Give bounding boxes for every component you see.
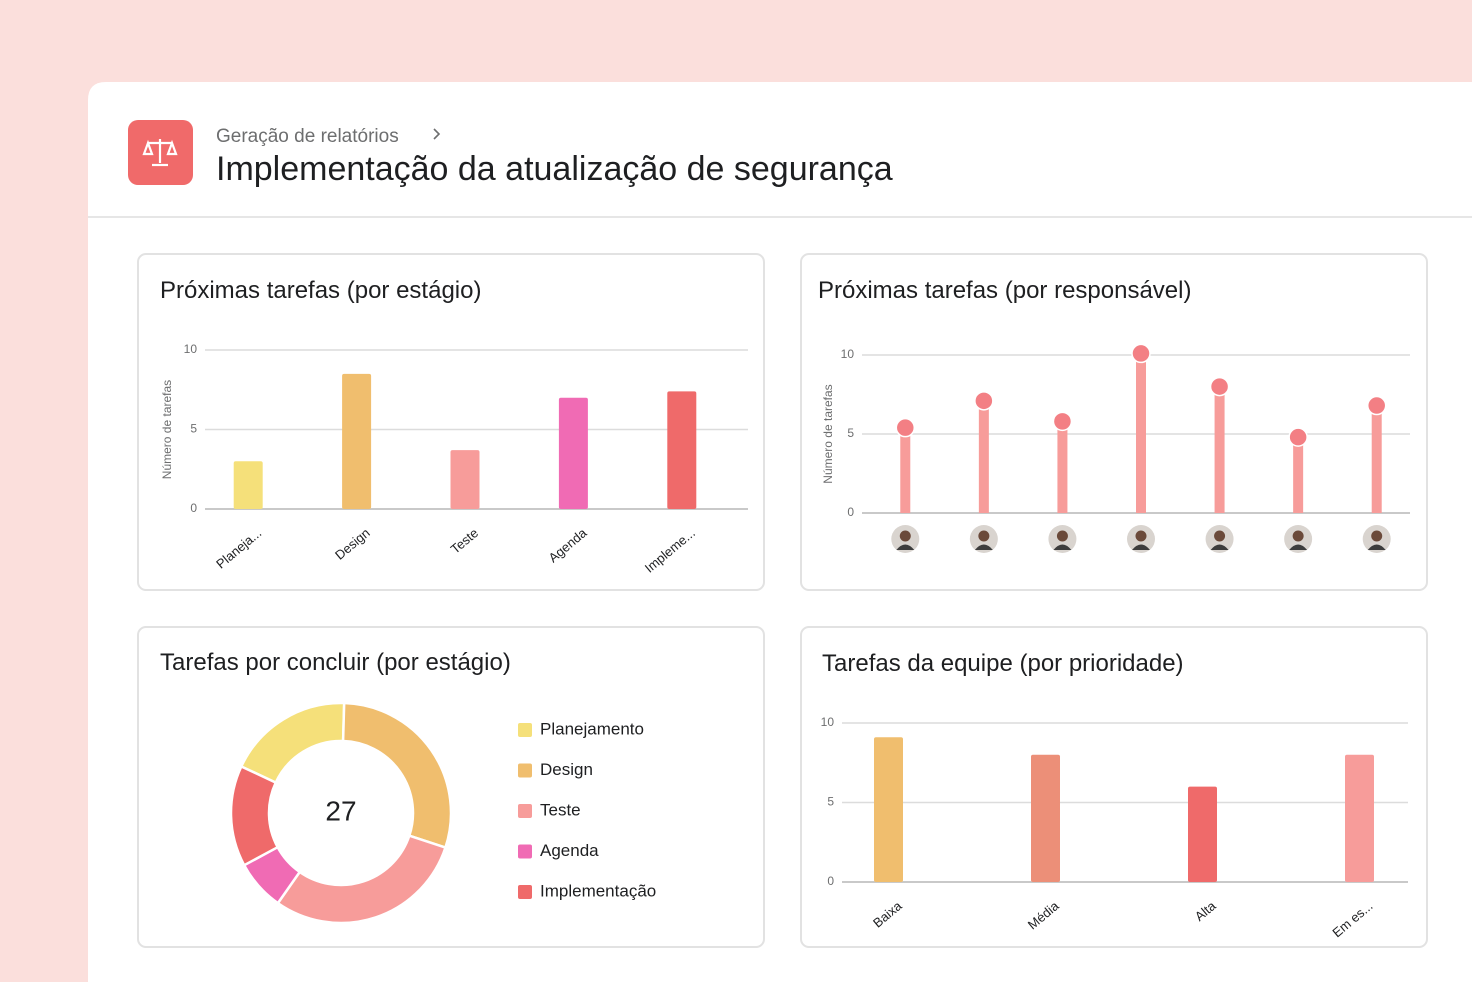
y-axis-title: Número de tarefas [821, 384, 835, 483]
legend-label: Design [540, 760, 593, 779]
legend-swatch [518, 804, 532, 818]
avatar [1127, 525, 1155, 553]
bar [450, 450, 480, 509]
y-axis-title: Número de tarefas [160, 380, 174, 479]
legend-swatch [518, 723, 532, 737]
breadcrumb[interactable]: Geração de relatórios [216, 126, 399, 147]
lollipop-dot [895, 417, 916, 438]
avatar-head [978, 530, 990, 542]
avatar-head [1292, 530, 1304, 542]
bar [558, 397, 588, 509]
lollipop-dot [974, 391, 994, 411]
y-tick-label: 0 [190, 501, 197, 515]
legend-swatch [518, 763, 532, 778]
lollipop-stem [1293, 437, 1304, 513]
avatar-head [1135, 530, 1147, 542]
lollipop-stem [978, 400, 989, 513]
legend-label: Agenda [540, 841, 599, 860]
lollipop-stem [1214, 386, 1225, 513]
avatar-body [1132, 544, 1150, 550]
y-tick-label: 5 [190, 422, 197, 436]
legend-label: Planejamento [540, 719, 644, 738]
avatar-body [1053, 544, 1072, 550]
avatar-body [896, 544, 915, 550]
legend-swatch [518, 885, 532, 899]
scale-glyph [142, 139, 178, 167]
y-tick-label: 5 [827, 795, 834, 809]
legend-label: Implementação [540, 881, 656, 900]
bar [1031, 754, 1060, 882]
donut-total: 27 [325, 795, 356, 826]
avatar [1048, 525, 1077, 553]
y-tick-label: 10 [821, 715, 835, 729]
legend-label: Teste [540, 800, 581, 819]
y-tick-label: 10 [184, 342, 198, 356]
bar [1188, 786, 1217, 882]
card [800, 626, 1428, 948]
lollipop-stem [1057, 421, 1068, 513]
card [137, 253, 765, 591]
lollipop-dot [1366, 395, 1387, 416]
lollipop-stem [1136, 353, 1146, 513]
lollipop-dot [1131, 343, 1151, 364]
avatar-head [899, 530, 911, 542]
bar [874, 737, 903, 882]
bar [233, 461, 263, 509]
card [800, 253, 1428, 591]
avatar-head [1056, 530, 1068, 542]
avatar [891, 525, 920, 553]
y-tick-label: 0 [827, 874, 834, 888]
bar [342, 373, 372, 509]
chevron [433, 128, 441, 140]
bar [1345, 754, 1374, 882]
chart-title: Próximas tarefas (por responsável) [818, 277, 1191, 304]
lollipop-dot [1209, 376, 1230, 397]
avatar-body [974, 544, 993, 550]
avatar-body [1210, 544, 1229, 550]
avatar [1362, 525, 1391, 553]
donut-segment [341, 701, 453, 850]
avatar-head [1214, 530, 1226, 542]
lollipop-stem [900, 427, 911, 513]
chart-title: Tarefas por concluir (por estágio) [160, 649, 511, 676]
lollipop-dot [1052, 411, 1073, 432]
chart-title: Próximas tarefas (por estágio) [160, 277, 481, 304]
lollipop-stem [1371, 405, 1382, 513]
avatar-body [1289, 544, 1308, 550]
legend-swatch [518, 844, 532, 859]
y-tick-label: 0 [847, 505, 854, 519]
bar [667, 391, 697, 509]
avatar [969, 525, 998, 553]
avatar [1284, 525, 1313, 553]
avatar [1205, 525, 1234, 553]
y-tick-label: 10 [841, 347, 855, 361]
chart-title: Tarefas da equipe (por prioridade) [822, 650, 1184, 677]
lollipop-dot [1288, 427, 1308, 447]
page-title: Implementação da atualização de seguranç… [216, 150, 893, 188]
avatar-body [1367, 544, 1386, 550]
avatar-head [1371, 530, 1383, 542]
donut-segment [276, 834, 447, 925]
y-tick-label: 5 [847, 426, 854, 440]
donut-segment [229, 764, 280, 867]
